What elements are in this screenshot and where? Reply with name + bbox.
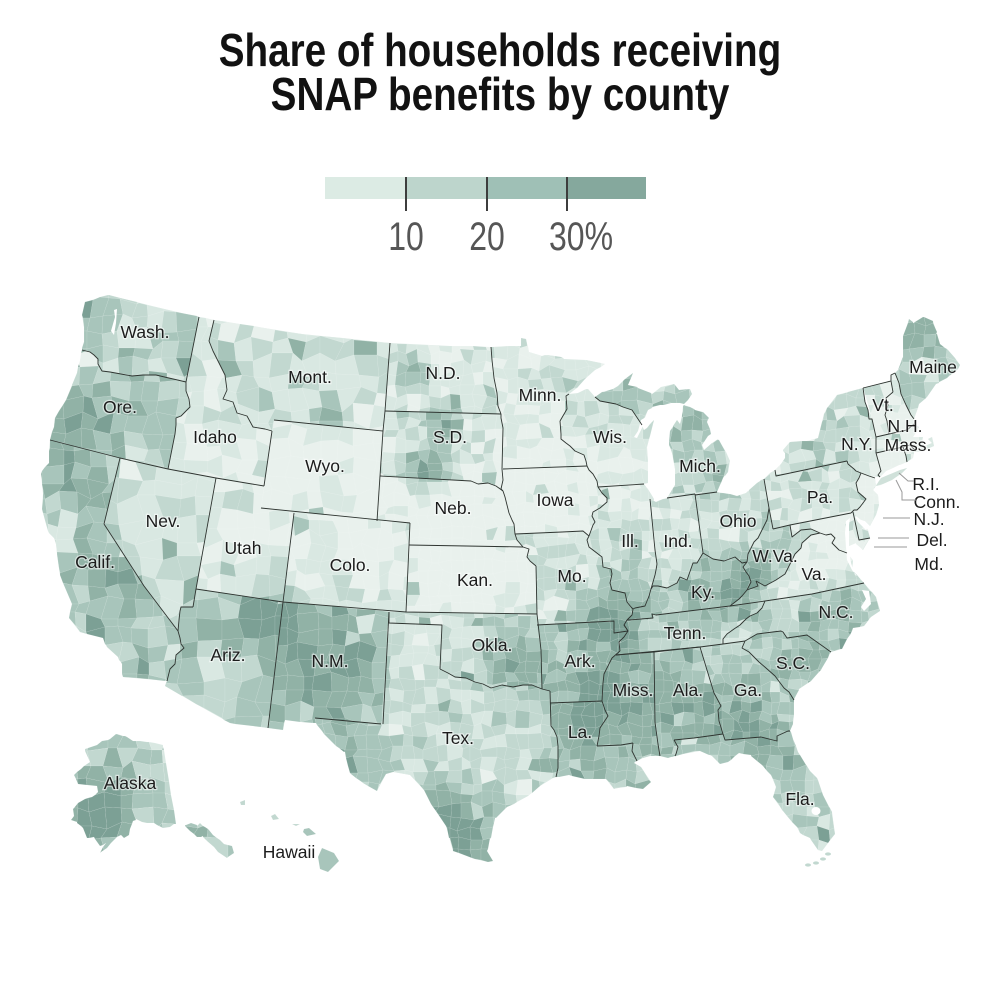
svg-text:Miss.: Miss.: [613, 680, 654, 700]
svg-text:Kan.: Kan.: [457, 570, 493, 590]
svg-text:Ark.: Ark.: [564, 651, 595, 671]
svg-text:Mass.: Mass.: [885, 435, 932, 455]
svg-text:Idaho: Idaho: [193, 427, 237, 447]
svg-text:Neb.: Neb.: [435, 498, 472, 518]
svg-text:Maine: Maine: [909, 357, 957, 377]
svg-text:Okla.: Okla.: [472, 635, 513, 655]
svg-text:Alaska: Alaska: [104, 773, 157, 793]
svg-text:30%: 30%: [549, 214, 613, 259]
svg-text:Ky.: Ky.: [691, 582, 715, 602]
svg-text:10: 10: [388, 214, 424, 259]
svg-text:Ga.: Ga.: [734, 680, 762, 700]
svg-text:Calif.: Calif.: [75, 552, 115, 572]
svg-text:Ind.: Ind.: [663, 531, 692, 551]
svg-text:SNAP benefits by county: SNAP benefits by county: [271, 69, 730, 120]
svg-text:N.D.: N.D.: [426, 363, 461, 383]
svg-text:Ala.: Ala.: [673, 680, 703, 700]
svg-text:Ohio: Ohio: [720, 511, 757, 531]
svg-text:Wyo.: Wyo.: [305, 456, 345, 476]
svg-text:Hawaii: Hawaii: [263, 842, 316, 862]
svg-text:Mo.: Mo.: [557, 566, 586, 586]
svg-text:Ore.: Ore.: [103, 397, 137, 417]
svg-text:S.D.: S.D.: [433, 427, 467, 447]
svg-text:Iowa: Iowa: [537, 490, 574, 510]
svg-text:N.M.: N.M.: [312, 651, 349, 671]
svg-text:W.Va.: W.Va.: [752, 546, 797, 566]
svg-text:Colo.: Colo.: [330, 555, 371, 575]
svg-text:Mont.: Mont.: [288, 367, 332, 387]
svg-text:R.I.: R.I.: [912, 474, 939, 494]
svg-text:Wis.: Wis.: [593, 427, 627, 447]
svg-text:N.C.: N.C.: [819, 602, 854, 622]
svg-text:Conn.: Conn.: [914, 492, 961, 512]
svg-text:Tex.: Tex.: [442, 728, 474, 748]
svg-text:Utah: Utah: [225, 538, 262, 558]
svg-text:Wash.: Wash.: [121, 322, 170, 342]
svg-text:Share of households receiving: Share of households receiving: [219, 25, 781, 76]
svg-text:Md.: Md.: [914, 554, 943, 574]
svg-text:La.: La.: [568, 722, 592, 742]
svg-text:Ill.: Ill.: [621, 531, 639, 551]
svg-text:20: 20: [469, 214, 505, 259]
svg-text:Tenn.: Tenn.: [664, 623, 707, 643]
svg-text:Ariz.: Ariz.: [211, 645, 246, 665]
svg-text:Mich.: Mich.: [679, 456, 721, 476]
svg-text:Va.: Va.: [802, 564, 827, 584]
svg-text:Del.: Del.: [916, 530, 947, 550]
svg-text:Minn.: Minn.: [519, 385, 562, 405]
svg-text:N.J.: N.J.: [913, 509, 944, 529]
svg-text:Fla.: Fla.: [785, 789, 814, 809]
svg-text:Vt.: Vt.: [872, 395, 893, 415]
svg-text:N.Y.: N.Y.: [841, 434, 873, 454]
svg-text:Nev.: Nev.: [146, 511, 181, 531]
svg-text:N.H.: N.H.: [888, 416, 923, 436]
svg-text:S.C.: S.C.: [776, 653, 810, 673]
svg-text:Pa.: Pa.: [807, 487, 833, 507]
